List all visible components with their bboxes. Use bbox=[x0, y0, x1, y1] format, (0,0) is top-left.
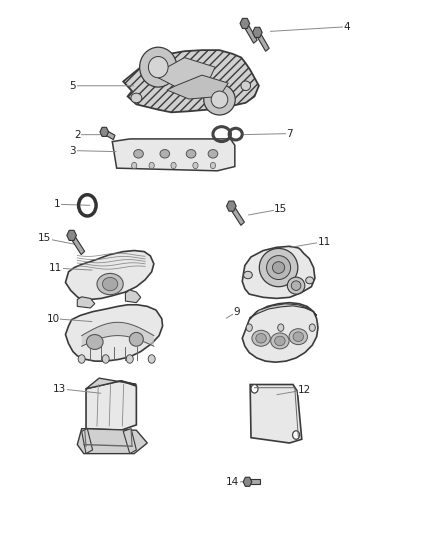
Ellipse shape bbox=[134, 150, 143, 158]
Polygon shape bbox=[81, 429, 92, 454]
Polygon shape bbox=[86, 378, 136, 389]
Polygon shape bbox=[250, 384, 301, 443]
Polygon shape bbox=[242, 303, 317, 362]
Polygon shape bbox=[86, 381, 136, 430]
Ellipse shape bbox=[290, 281, 300, 290]
Polygon shape bbox=[100, 127, 108, 136]
Circle shape bbox=[210, 163, 215, 168]
Circle shape bbox=[148, 355, 155, 364]
Text: 13: 13 bbox=[53, 384, 66, 394]
Text: 12: 12 bbox=[297, 385, 311, 395]
Text: 11: 11 bbox=[317, 237, 330, 247]
Circle shape bbox=[78, 355, 85, 364]
Text: 15: 15 bbox=[38, 233, 51, 244]
Ellipse shape bbox=[97, 273, 123, 295]
Ellipse shape bbox=[203, 84, 235, 115]
Ellipse shape bbox=[186, 150, 195, 158]
Text: 9: 9 bbox=[233, 306, 240, 317]
Ellipse shape bbox=[255, 334, 266, 343]
Circle shape bbox=[277, 324, 283, 332]
Circle shape bbox=[292, 431, 299, 439]
Circle shape bbox=[131, 163, 137, 168]
Ellipse shape bbox=[259, 248, 297, 287]
Circle shape bbox=[246, 324, 252, 332]
Ellipse shape bbox=[287, 277, 304, 294]
Text: 2: 2 bbox=[74, 130, 81, 140]
Text: 3: 3 bbox=[70, 146, 76, 156]
Ellipse shape bbox=[102, 277, 117, 290]
Ellipse shape bbox=[274, 336, 285, 346]
Ellipse shape bbox=[86, 335, 103, 350]
Ellipse shape bbox=[148, 56, 168, 78]
Polygon shape bbox=[103, 130, 115, 140]
Ellipse shape bbox=[292, 332, 303, 342]
Text: 5: 5 bbox=[70, 81, 76, 91]
Polygon shape bbox=[125, 290, 141, 303]
Ellipse shape bbox=[272, 262, 284, 273]
Circle shape bbox=[149, 163, 154, 168]
Ellipse shape bbox=[211, 91, 227, 108]
Ellipse shape bbox=[131, 93, 141, 103]
Polygon shape bbox=[123, 429, 136, 454]
Polygon shape bbox=[123, 50, 258, 112]
Polygon shape bbox=[77, 297, 95, 308]
Circle shape bbox=[170, 163, 176, 168]
Ellipse shape bbox=[266, 256, 290, 279]
Circle shape bbox=[192, 163, 198, 168]
Text: 7: 7 bbox=[286, 128, 292, 139]
Polygon shape bbox=[242, 246, 314, 298]
Circle shape bbox=[251, 384, 258, 393]
Polygon shape bbox=[67, 230, 76, 240]
Polygon shape bbox=[166, 75, 228, 99]
Ellipse shape bbox=[208, 150, 217, 158]
Polygon shape bbox=[252, 27, 261, 37]
Polygon shape bbox=[226, 201, 236, 211]
Polygon shape bbox=[65, 251, 153, 300]
Circle shape bbox=[126, 355, 133, 364]
Text: 4: 4 bbox=[343, 22, 349, 32]
Polygon shape bbox=[65, 305, 162, 361]
Polygon shape bbox=[249, 304, 316, 319]
Text: 11: 11 bbox=[49, 263, 62, 273]
Polygon shape bbox=[240, 18, 249, 28]
Text: 15: 15 bbox=[273, 204, 287, 214]
Circle shape bbox=[308, 324, 314, 332]
Polygon shape bbox=[243, 22, 257, 43]
Circle shape bbox=[102, 355, 109, 364]
Polygon shape bbox=[255, 31, 268, 51]
Ellipse shape bbox=[240, 81, 250, 91]
Polygon shape bbox=[70, 234, 85, 255]
Polygon shape bbox=[77, 429, 147, 454]
Ellipse shape bbox=[288, 329, 307, 345]
Text: 14: 14 bbox=[226, 477, 239, 487]
Polygon shape bbox=[158, 58, 215, 87]
Ellipse shape bbox=[270, 333, 288, 349]
Ellipse shape bbox=[159, 150, 169, 158]
Ellipse shape bbox=[243, 271, 252, 279]
Polygon shape bbox=[243, 477, 251, 486]
Polygon shape bbox=[229, 205, 244, 225]
Polygon shape bbox=[247, 479, 259, 484]
Ellipse shape bbox=[251, 330, 270, 346]
Ellipse shape bbox=[139, 47, 177, 87]
Text: 10: 10 bbox=[46, 313, 60, 324]
Text: 1: 1 bbox=[54, 199, 61, 209]
Ellipse shape bbox=[305, 277, 313, 284]
Polygon shape bbox=[112, 139, 234, 171]
Ellipse shape bbox=[129, 333, 143, 346]
